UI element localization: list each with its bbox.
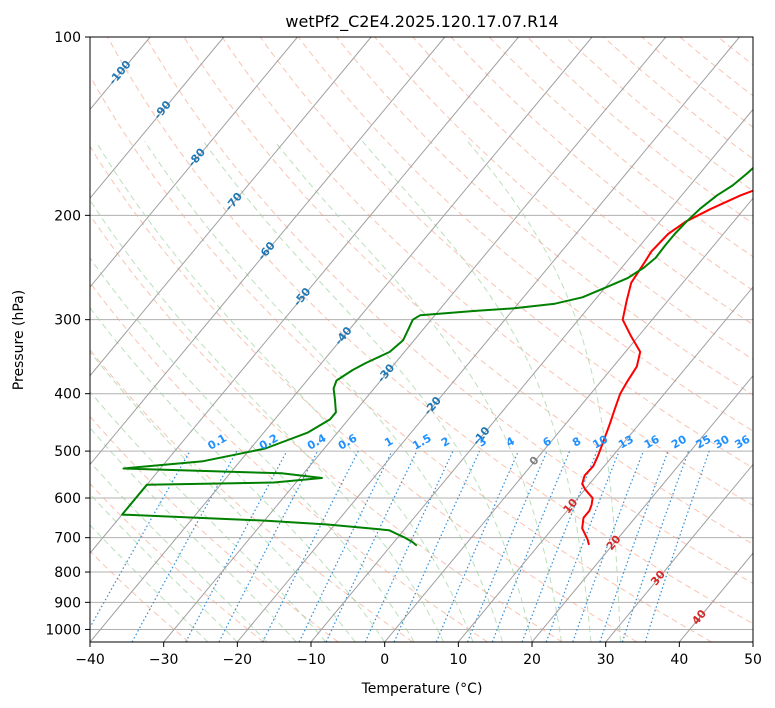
x-tick-label: 40: [670, 652, 688, 668]
moist-adiabat: [90, 493, 238, 642]
mixing-ratio-line: [364, 450, 454, 642]
dry-adiabat: [90, 415, 339, 642]
moist-adiabat: [90, 390, 327, 642]
moist-adiabat: [274, 140, 562, 642]
y-tick-label: 600: [54, 491, 81, 507]
mixing-ratio-line: [466, 450, 548, 642]
dry-adiabats: [90, 37, 753, 642]
pressure-gridlines: [90, 36, 753, 630]
isotherm-line: [90, 37, 446, 466]
isotherm-line: [236, 37, 740, 642]
dry-adiabat: [450, 37, 753, 292]
moist-adiabat: [90, 306, 386, 642]
dry-adiabat: [90, 281, 488, 642]
x-axis-label: Temperature (°C): [361, 681, 483, 697]
x-tick-label: 30: [597, 652, 615, 668]
moist-adiabat: [95, 141, 474, 642]
mixing-ratio-line: [599, 450, 669, 642]
moist-adiabat: [90, 257, 415, 642]
isotherm-line: [310, 108, 753, 642]
moist-adiabat: [90, 461, 268, 642]
isotherm-line: [90, 37, 298, 288]
mixing-ratio-line: [393, 450, 481, 642]
dry-adiabat: [90, 214, 563, 642]
moist-adiabat: [90, 427, 297, 642]
y-tick-label: 800: [54, 565, 81, 581]
isotherm-line: [531, 374, 753, 642]
dry-adiabat: [90, 74, 712, 642]
plot-area: -100-90-80-70-60-50-40-30-20-10010203040…: [90, 37, 753, 642]
dry-adiabat: [107, 37, 753, 625]
y-axis-ticks: 100 200 300 400 500 600 700 800 900 1000: [45, 30, 90, 638]
x-axis-ticks: −40 −30 −20 −10 0 10 20 30 40 50: [75, 642, 762, 668]
dry-adiabat: [90, 482, 264, 642]
moist-adiabat: [144, 141, 503, 642]
y-tick-label: 200: [54, 208, 81, 224]
y-tick-label: 100: [54, 30, 81, 46]
dry-adiabat: [374, 37, 753, 361]
dry-adiabat: [90, 145, 638, 642]
temperature-line: [581, 189, 753, 546]
moist-adiabat: [90, 351, 356, 642]
dry-adiabat: [565, 37, 753, 192]
plot-frame: [89, 36, 754, 643]
isotherm-line: [90, 37, 519, 554]
y-tick-label: 400: [54, 387, 81, 403]
moist-adiabat: [362, 140, 592, 642]
x-tick-label: 20: [523, 652, 541, 668]
mixing-ratio-line: [621, 450, 690, 642]
y-tick-label: 1000: [45, 622, 81, 638]
dry-adiabat: [603, 37, 753, 160]
mixing-ratio-line: [644, 450, 710, 642]
mixing-ratio-line: [298, 450, 393, 642]
dry-adiabat: [336, 37, 753, 396]
dry-adiabat: [412, 37, 753, 326]
x-tick-label: −20: [223, 652, 253, 668]
x-tick-label: 0: [380, 652, 389, 668]
x-tick-label: 50: [744, 652, 762, 668]
y-axis-label: Pressure (hPa): [11, 290, 27, 390]
y-tick-label: 500: [54, 444, 81, 460]
isotherm-line: [90, 37, 593, 642]
y-tick-label: 300: [54, 313, 81, 329]
moist-adiabats: [90, 140, 621, 642]
x-tick-label: −10: [296, 652, 326, 668]
x-tick-label: −40: [75, 652, 105, 668]
mixing-ratio-line: [325, 450, 418, 642]
dry-adiabat: [298, 37, 753, 432]
y-tick-label: 900: [54, 595, 81, 611]
moist-adiabat: [467, 140, 621, 642]
isotherm-line: [90, 37, 372, 377]
mixing-ratio-line: [90, 450, 191, 629]
isotherm-line: [605, 463, 753, 642]
dry-adiabat: [183, 37, 753, 545]
moist-adiabat: [90, 199, 445, 642]
y-tick-label: 700: [54, 531, 81, 547]
isotherm-line: [90, 37, 225, 200]
isotherm-line: [163, 37, 667, 642]
isotherm-line: [384, 197, 753, 642]
isotherm-line: [457, 286, 753, 642]
mixing-ratio-line: [435, 450, 519, 642]
mixing-ratio-line: [572, 450, 644, 642]
isotherms: [90, 37, 753, 642]
dry-adiabat: [145, 37, 753, 584]
x-tick-label: 10: [449, 652, 467, 668]
x-tick-label: −30: [149, 652, 179, 668]
chart-title: wetPf2_C2E4.2025.120.17.07.R14: [285, 12, 558, 32]
moist-adiabat: [202, 141, 533, 642]
